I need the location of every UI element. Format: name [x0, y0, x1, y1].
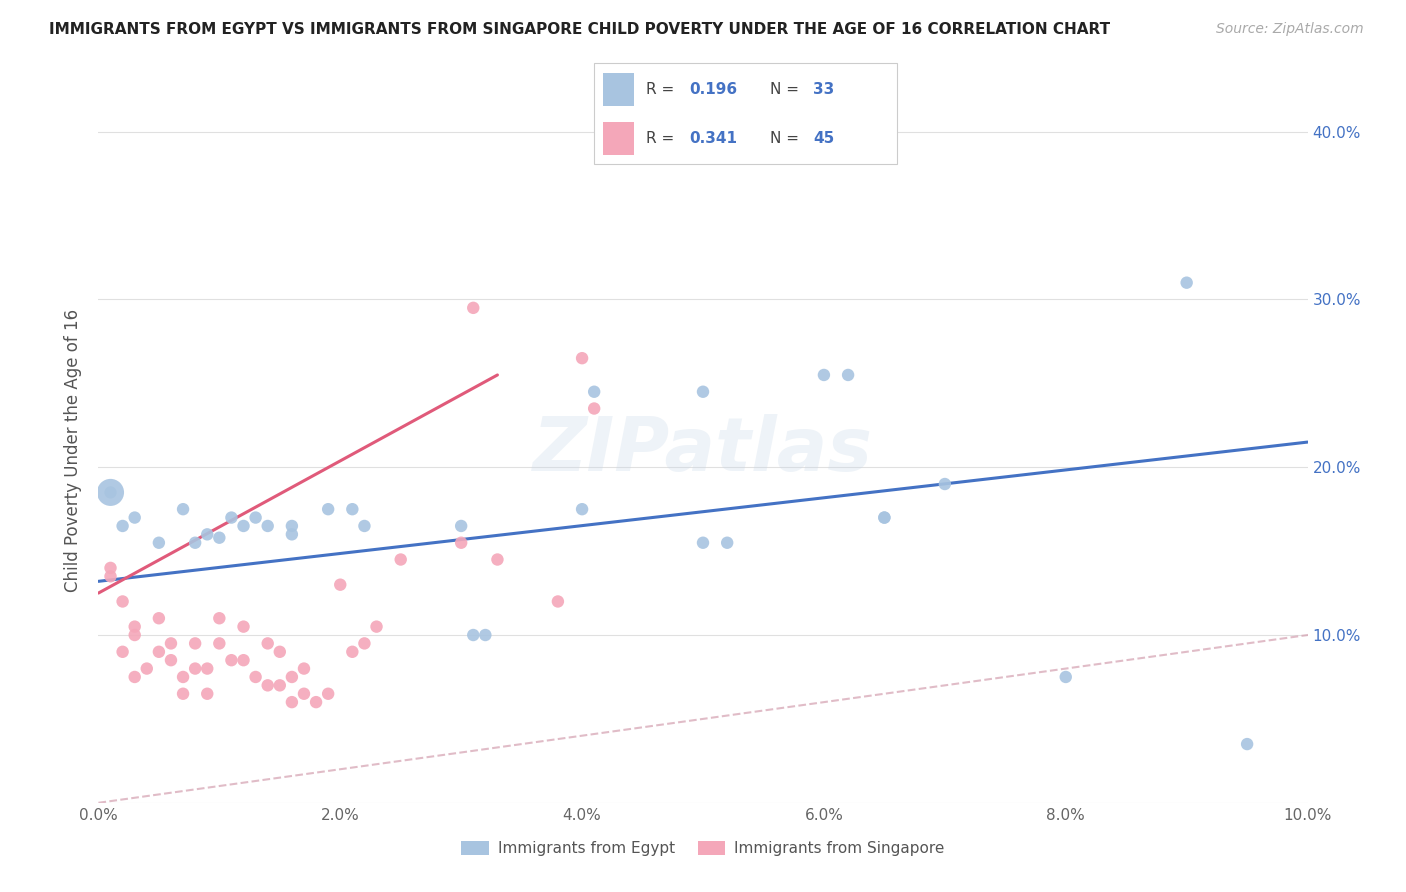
Point	[208, 636, 231, 650]
Point	[232, 620, 254, 634]
FancyBboxPatch shape	[593, 63, 897, 164]
Text: ZIPatlas: ZIPatlas	[533, 414, 873, 487]
Point	[184, 636, 207, 650]
Point	[547, 594, 569, 608]
Text: 0.341: 0.341	[689, 131, 738, 146]
Point	[160, 636, 183, 650]
Text: 0.196: 0.196	[689, 81, 738, 96]
Point	[342, 502, 364, 516]
Point	[100, 485, 122, 500]
Point	[389, 552, 412, 566]
Point	[221, 510, 243, 524]
Text: Source: ZipAtlas.com: Source: ZipAtlas.com	[1216, 22, 1364, 37]
Point	[221, 653, 243, 667]
Point	[873, 510, 896, 524]
Text: 45: 45	[813, 131, 835, 146]
Point	[135, 662, 157, 676]
Point	[172, 502, 194, 516]
Point	[692, 535, 714, 549]
Point	[450, 535, 472, 549]
Point	[1175, 276, 1198, 290]
Point	[184, 535, 207, 549]
Point	[256, 678, 278, 692]
Point	[353, 519, 375, 533]
Point	[195, 527, 218, 541]
Point	[100, 561, 122, 575]
Point	[463, 301, 485, 315]
Bar	[603, 73, 634, 105]
Point	[232, 653, 254, 667]
Point	[208, 611, 231, 625]
Point	[716, 535, 738, 549]
Point	[160, 653, 183, 667]
Point	[813, 368, 835, 382]
Point	[281, 670, 304, 684]
Text: IMMIGRANTS FROM EGYPT VS IMMIGRANTS FROM SINGAPORE CHILD POVERTY UNDER THE AGE O: IMMIGRANTS FROM EGYPT VS IMMIGRANTS FROM…	[49, 22, 1111, 37]
Legend: Immigrants from Egypt, Immigrants from Singapore: Immigrants from Egypt, Immigrants from S…	[456, 835, 950, 862]
Point	[256, 519, 278, 533]
Point	[316, 687, 339, 701]
Point	[172, 687, 194, 701]
Point	[208, 531, 231, 545]
Point	[269, 678, 291, 692]
Point	[124, 620, 146, 634]
Point	[486, 552, 509, 566]
Point	[245, 670, 267, 684]
Point	[583, 401, 606, 416]
Point	[111, 594, 134, 608]
Point	[583, 384, 606, 399]
Point	[100, 485, 122, 500]
Y-axis label: Child Poverty Under the Age of 16: Child Poverty Under the Age of 16	[65, 309, 83, 592]
Point	[463, 628, 485, 642]
Point	[111, 519, 134, 533]
Point	[184, 662, 207, 676]
Point	[111, 645, 134, 659]
Point	[1236, 737, 1258, 751]
Text: N =: N =	[770, 81, 804, 96]
Point	[292, 687, 315, 701]
Text: R =: R =	[647, 131, 679, 146]
Point	[124, 670, 146, 684]
Point	[305, 695, 328, 709]
Point	[316, 502, 339, 516]
Text: R =: R =	[647, 81, 679, 96]
Point	[292, 662, 315, 676]
Point	[172, 670, 194, 684]
Point	[245, 510, 267, 524]
Point	[100, 569, 122, 583]
Point	[474, 628, 496, 642]
Point	[366, 620, 388, 634]
Point	[571, 502, 593, 516]
Point	[195, 687, 218, 701]
Point	[148, 611, 170, 625]
Point	[148, 645, 170, 659]
Point	[450, 519, 472, 533]
Point	[232, 519, 254, 533]
Point	[934, 477, 956, 491]
Point	[281, 519, 304, 533]
Point	[269, 645, 291, 659]
Point	[256, 636, 278, 650]
Point	[195, 662, 218, 676]
Text: 33: 33	[813, 81, 835, 96]
Bar	[603, 122, 634, 155]
Point	[873, 510, 896, 524]
Point	[342, 645, 364, 659]
Point	[837, 368, 859, 382]
Point	[281, 695, 304, 709]
Point	[124, 510, 146, 524]
Text: N =: N =	[770, 131, 804, 146]
Point	[281, 527, 304, 541]
Point	[1054, 670, 1077, 684]
Point	[329, 577, 352, 591]
Point	[124, 628, 146, 642]
Point	[571, 351, 593, 366]
Point	[692, 384, 714, 399]
Point	[353, 636, 375, 650]
Point	[148, 535, 170, 549]
